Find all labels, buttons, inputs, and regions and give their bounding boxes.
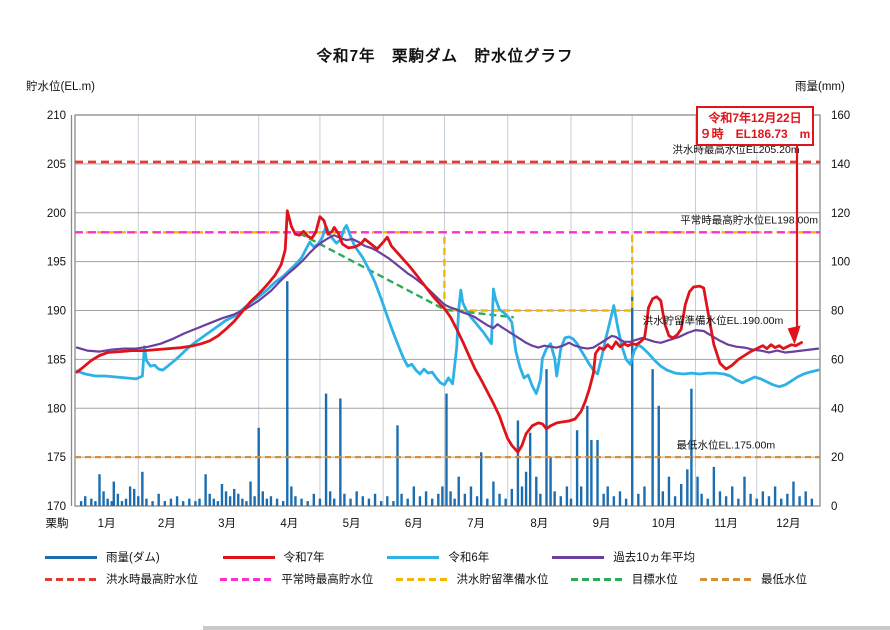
svg-text:7月: 7月	[467, 518, 485, 530]
refline	[298, 232, 514, 319]
svg-text:2月: 2月	[158, 518, 176, 530]
svg-text:80: 80	[831, 306, 844, 318]
legend-dashed-line-swatch	[570, 577, 623, 581]
legend-label: 令和6年	[448, 552, 490, 564]
svg-text:最低水位EL.175.00m: 最低水位EL.175.00m	[676, 438, 775, 451]
svg-text:8月: 8月	[530, 518, 548, 530]
legend-dashed-line-swatch	[220, 577, 273, 581]
legend-line-swatch	[45, 555, 97, 559]
svg-text:1月: 1月	[98, 518, 116, 530]
svg-text:0: 0	[831, 501, 837, 513]
legend-label: 雨量(ダム)	[106, 552, 160, 564]
svg-text:195: 195	[47, 257, 66, 269]
legend-item: 令和7年	[222, 549, 325, 565]
svg-text:205: 205	[47, 159, 66, 171]
svg-text:12月: 12月	[776, 518, 800, 530]
plot-area: 2102052001951901851801751701601401201008…	[46, 110, 851, 530]
svg-text:9月: 9月	[593, 518, 611, 530]
svg-text:6月: 6月	[405, 518, 423, 530]
left-axis-label: 貯水位(EL.m)	[26, 81, 95, 93]
legend-label: 洪水貯留準備水位	[456, 574, 549, 586]
legend-label: 令和7年	[283, 552, 325, 564]
page-title: 令和7年 栗駒ダム 貯水位グラフ	[316, 48, 574, 65]
legend-series-row: 雨量(ダム) 令和7年 令和6年 過去10ヵ年平均	[45, 549, 695, 565]
legend-item: 令和6年	[387, 549, 489, 565]
svg-text:60: 60	[831, 354, 844, 366]
svg-text:180: 180	[47, 403, 66, 415]
legend-item: 平常時最高貯水位	[220, 571, 373, 587]
legend-item: 目標水位	[570, 571, 678, 587]
callout-value: ９時 EL186.73 m	[699, 127, 811, 142]
line-series	[75, 209, 820, 454]
svg-text:20: 20	[831, 452, 844, 464]
legend-label: 洪水時最高貯水位	[106, 574, 198, 586]
series-line	[75, 209, 803, 454]
legend-label: 平常時最高貯水位	[281, 574, 374, 586]
legend-label: 過去10ヵ年平均	[613, 552, 695, 564]
svg-text:210: 210	[47, 110, 66, 122]
svg-text:185: 185	[47, 354, 66, 366]
reference-lines	[75, 160, 820, 459]
legend-dashed-line-swatch	[700, 577, 752, 581]
svg-text:3月: 3月	[218, 518, 236, 530]
svg-text:4月: 4月	[280, 518, 298, 530]
refline	[75, 231, 820, 312]
legend-line-swatch	[222, 555, 275, 559]
month-labels: 栗駒 1月 2月 3月 4月 5月 6月 7月 8月 9月 10月 11月 12月	[46, 517, 801, 530]
legend-line-swatch	[387, 555, 440, 559]
legend-reflines-row: 洪水時最高貯水位 平常時最高貯水位 洪水貯留準備水位 目標水位 最低水位	[45, 571, 807, 587]
right-axis-label: 雨量(mm)	[795, 81, 845, 93]
svg-text:10月: 10月	[652, 518, 676, 530]
svg-text:190: 190	[47, 306, 66, 318]
axis-ticks: 2102052001951901851801751701601401201008…	[47, 110, 850, 513]
legend-item: 過去10ヵ年平均	[552, 549, 695, 565]
svg-text:160: 160	[831, 110, 850, 122]
legend-item: 雨量(ダム)	[45, 549, 160, 565]
legend-label: 最低水位	[761, 574, 807, 586]
svg-text:5月: 5月	[343, 518, 361, 530]
svg-text:140: 140	[831, 159, 850, 171]
legend-item: 洪水貯留準備水位	[395, 571, 549, 587]
svg-text:40: 40	[831, 403, 844, 415]
series-line	[75, 234, 820, 354]
station-label: 栗駒	[46, 517, 69, 530]
svg-text:120: 120	[831, 208, 850, 220]
rain-bars	[79, 281, 814, 506]
current-level-callout: 令和7年12月22日 ９時 EL186.73 m	[696, 106, 814, 147]
svg-text:200: 200	[47, 208, 66, 220]
svg-text:平常時最高貯水位EL198.00m: 平常時最高貯水位EL198.00m	[680, 214, 818, 227]
legend-label: 目標水位	[631, 574, 678, 586]
legend-dashed-line-swatch	[395, 577, 448, 581]
callout-arrow	[787, 143, 801, 345]
svg-text:11月: 11月	[714, 518, 737, 530]
svg-text:100: 100	[831, 257, 850, 269]
legend-item: 洪水時最高貯水位	[45, 571, 198, 587]
svg-text:170: 170	[47, 501, 66, 513]
callout-date: 令和7年12月22日	[708, 111, 802, 125]
page-edge-shadow	[203, 626, 890, 630]
legend-line-swatch	[552, 555, 605, 559]
legend-dashed-line-swatch	[45, 577, 97, 581]
legend-item: 最低水位	[700, 571, 807, 587]
inline-ref-labels: 洪水時最高水位EL205.20m平常時最高貯水位EL198.00m洪水貯留準備水…	[643, 143, 819, 451]
svg-text:洪水貯留準備水位EL.190.00m: 洪水貯留準備水位EL.190.00m	[643, 314, 784, 327]
svg-text:175: 175	[47, 452, 66, 464]
